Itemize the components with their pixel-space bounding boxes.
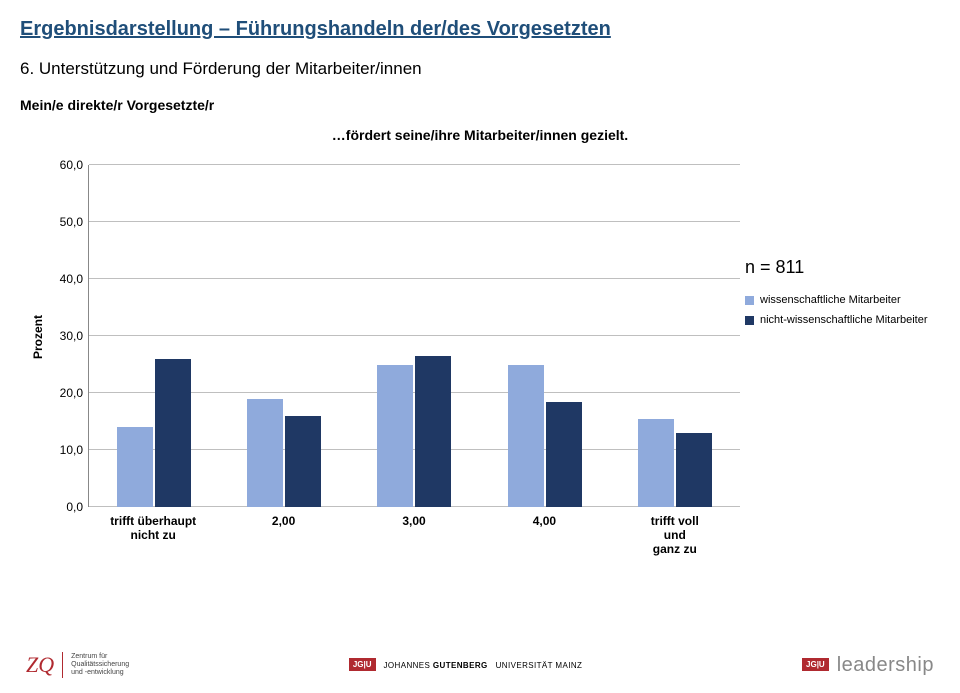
bar-group	[610, 165, 740, 507]
bar-group	[219, 165, 349, 507]
jgu-line2-text: UNIVERSITÄT MAINZ	[496, 661, 583, 670]
x-tick-label: 4,00	[533, 515, 556, 529]
bar-nicht	[546, 402, 582, 507]
bar-wiss	[638, 419, 674, 507]
jgu-line1: JOHANNES GUTENBERG	[384, 661, 488, 670]
bar-wiss	[247, 399, 283, 507]
context-line: Mein/e direkte/r Vorgesetzte/r	[20, 97, 940, 113]
bar-wiss	[117, 427, 153, 507]
jgu-line1-b: GUTENBERG	[433, 661, 488, 670]
y-tick-label: 60,0	[45, 158, 83, 172]
legend-item: wissenschaftliche Mitarbeiter	[745, 294, 940, 306]
y-tick-label: 10,0	[45, 443, 83, 457]
bar-wiss	[508, 365, 544, 508]
zq-text-line: und -entwicklung	[71, 669, 129, 677]
lead-text: leadership	[837, 654, 934, 677]
bar-group	[89, 165, 219, 507]
bar-nicht	[676, 433, 712, 507]
y-axis-label: Prozent	[31, 315, 45, 359]
page-title: Ergebnisdarstellung – Führungshandeln de…	[20, 18, 940, 41]
chart: …fördert seine/ihre Mitarbeiter/innen ge…	[20, 127, 940, 547]
legend-item: nicht-wissenschaftliche Mitarbeiter	[745, 314, 940, 326]
bar-nicht	[155, 359, 191, 507]
footer-logos: ZQ Zentrum fürQualitätssicherungund -ent…	[0, 637, 960, 693]
zq-text-line: Zentrum für	[71, 653, 129, 661]
bar-group	[349, 165, 479, 507]
plot-area: 0,010,020,030,040,050,060,0	[88, 165, 740, 507]
legend-swatch	[745, 316, 754, 325]
logo-jgu: JG|U JOHANNES GUTENBERG UNIVERSITÄT MAIN…	[349, 658, 582, 673]
bar-nicht	[285, 416, 321, 507]
jgu-line1-a: JOHANNES	[384, 661, 433, 670]
lead-badge: JG|U	[802, 658, 829, 671]
y-tick-label: 0,0	[45, 500, 83, 514]
legend-label: wissenschaftliche Mitarbeiter	[760, 294, 901, 306]
x-axis-labels: trifft überhauptnicht zu2,003,004,00trif…	[88, 509, 740, 547]
bar-group	[480, 165, 610, 507]
n-label: n = 811	[745, 257, 940, 278]
jgu-line2: UNIVERSITÄT MAINZ	[496, 661, 583, 670]
x-tick-label: 2,00	[272, 515, 295, 529]
logo-zq: ZQ Zentrum fürQualitätssicherungund -ent…	[26, 652, 129, 678]
zq-text: Zentrum fürQualitätssicherungund -entwic…	[71, 653, 129, 676]
legend: n = 811 wissenschaftliche Mitarbeiter nic…	[745, 257, 940, 334]
legend-swatch	[745, 296, 754, 305]
zq-text-line: Qualitätssicherung	[71, 661, 129, 669]
x-tick-label: 3,00	[402, 515, 425, 529]
bar-wiss	[377, 365, 413, 508]
logo-leadership: JG|U leadership	[802, 654, 934, 677]
y-tick-label: 20,0	[45, 386, 83, 400]
x-tick-label: trifft voll undganz zu	[642, 515, 707, 556]
bar-nicht	[415, 356, 451, 507]
section-subtitle: 6. Unterstützung und Förderung der Mitar…	[20, 59, 940, 79]
y-tick-label: 30,0	[45, 329, 83, 343]
y-tick-label: 40,0	[45, 272, 83, 286]
x-tick-label: trifft überhauptnicht zu	[110, 515, 196, 543]
y-tick-label: 50,0	[45, 215, 83, 229]
zq-mark: ZQ	[26, 652, 63, 678]
legend-label: nicht-wissenschaftliche Mitarbeiter	[760, 314, 928, 326]
jgu-badge: JG|U	[349, 658, 376, 671]
chart-title: …fördert seine/ihre Mitarbeiter/innen ge…	[20, 127, 940, 143]
